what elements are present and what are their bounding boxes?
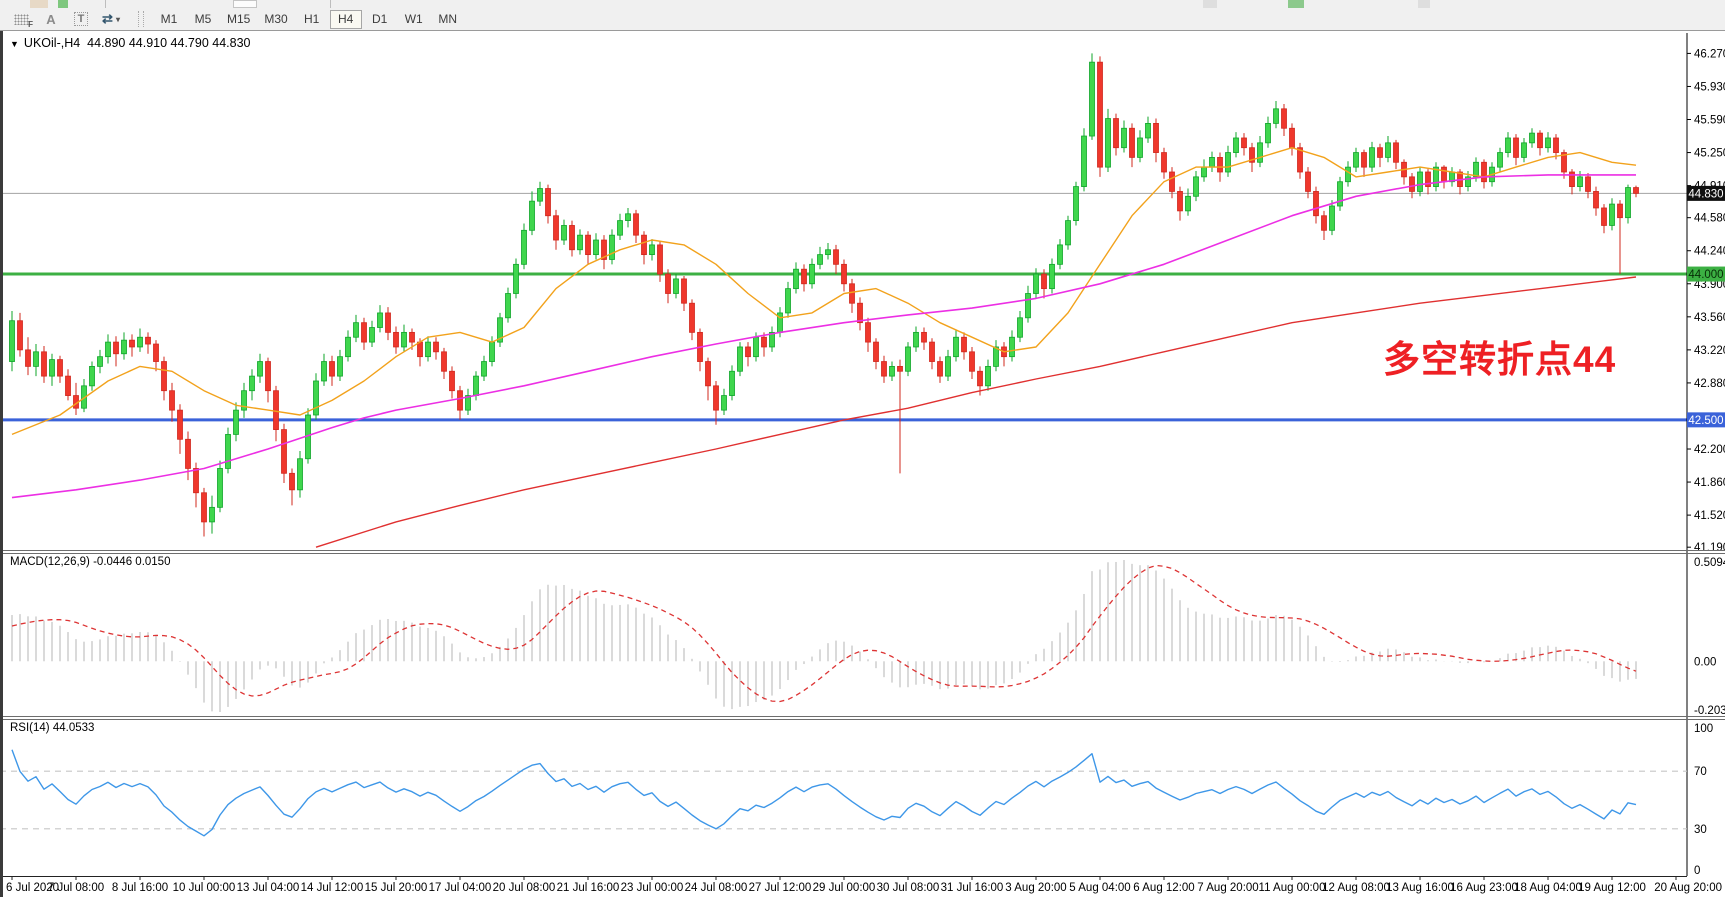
svg-text:18 Aug 04:00: 18 Aug 04:00 [1514,882,1582,894]
svg-text:0: 0 [1694,865,1700,877]
toolbar-fragment [1288,0,1304,8]
svg-text:14 Jul 12:00: 14 Jul 12:00 [301,882,364,894]
svg-text:23 Jul 00:00: 23 Jul 00:00 [621,882,684,894]
svg-text:44.000: 44.000 [1688,269,1723,281]
text-label-tool-icon[interactable]: A [36,9,66,29]
svg-text:70: 70 [1694,766,1707,778]
window-left-border [0,31,3,897]
svg-text:41.190: 41.190 [1694,542,1725,554]
arrows-glyph: ⇄ [102,11,113,26]
svg-text:44.830: 44.830 [1688,188,1723,200]
timeframe-button-group: M1 M5 M15 M30 H1 H4 D1 W1 MN [152,9,465,29]
fibo-grid-tool-icon[interactable]: F [6,9,36,29]
fibo-grid-letter: F [28,20,33,29]
svg-text:11 Aug 00:00: 11 Aug 00:00 [1259,882,1326,894]
toolbar-fragment [30,0,48,8]
rsi-indicator-label: RSI(14) 44.0533 [10,722,94,734]
svg-text:27 Jul 12:00: 27 Jul 12:00 [749,882,812,894]
toolbar-fragment [105,0,106,8]
toolbar-fragment [1418,0,1430,8]
text-box-tool-icon[interactable]: T [66,9,96,29]
svg-text:42.200: 42.200 [1694,444,1725,456]
svg-text:-0.2032: -0.2032 [1694,705,1725,717]
svg-text:7 Aug 20:00: 7 Aug 20:00 [1197,882,1258,894]
svg-text:21 Jul 16:00: 21 Jul 16:00 [557,882,620,894]
svg-text:45.250: 45.250 [1694,148,1725,160]
svg-text:20 Jul 08:00: 20 Jul 08:00 [493,882,556,894]
toolbar-separator [138,11,144,27]
toolbar-fragment [330,0,331,8]
svg-text:8 Jul 16:00: 8 Jul 16:00 [112,882,168,894]
timeframe-d1-button[interactable]: D1 [364,10,396,29]
rsi-value: 44.0533 [52,722,95,734]
toolbar-fragment [233,0,257,8]
svg-text:17 Jul 04:00: 17 Jul 04:00 [429,882,492,894]
svg-text:20 Aug 20:00: 20 Aug 20:00 [1654,882,1722,894]
svg-text:30 Jul 08:00: 30 Jul 08:00 [877,882,940,894]
svg-text:31 Jul 16:00: 31 Jul 16:00 [941,882,1004,894]
svg-text:0.5094: 0.5094 [1694,557,1725,569]
svg-text:44.240: 44.240 [1694,246,1725,258]
svg-text:42.880: 42.880 [1694,378,1725,390]
timeframe-mn-button[interactable]: MN [432,10,464,29]
symbol-dropdown-icon[interactable]: ▼ [10,39,19,49]
dotted-grid-glyph [13,13,29,25]
ohlc-values: 44.890 44.910 44.790 44.830 [87,36,251,50]
macd-values: -0.0446 0.0150 [93,556,171,568]
svg-text:24 Jul 08:00: 24 Jul 08:00 [685,882,748,894]
svg-text:43.560: 43.560 [1694,312,1725,324]
timeframe-w1-button[interactable]: W1 [398,10,430,29]
timeframe-m1-button[interactable]: M1 [153,10,185,29]
svg-text:100: 100 [1694,723,1713,735]
svg-text:6 Aug 12:00: 6 Aug 12:00 [1133,882,1194,894]
svg-text:43.220: 43.220 [1694,345,1725,357]
timeframe-h4-button[interactable]: H4 [329,9,362,29]
chart-toolbar: F A T ⇄ ▾ M1 M5 M15 M30 H1 H4 D1 W1 MN [0,8,1725,31]
timeframe-h1-button[interactable]: H1 [296,10,328,29]
timeframe-m30-button[interactable]: M30 [258,10,293,29]
timeframe-m5-button[interactable]: M5 [187,10,219,29]
svg-text:46.270: 46.270 [1694,48,1725,60]
chevron-down-icon: ▾ [115,14,120,24]
svg-text:12 Aug 08:00: 12 Aug 08:00 [1322,882,1390,894]
trend-annotation-text: 多空转折点44 [1383,339,1617,380]
chart-title: ▼ UKOil-,H4 44.890 44.910 44.790 44.830 [10,36,251,50]
svg-text:45.930: 45.930 [1694,81,1725,93]
svg-text:43.900: 43.900 [1694,279,1725,291]
svg-text:29 Jul 00:00: 29 Jul 00:00 [813,882,876,894]
svg-text:5 Aug 04:00: 5 Aug 04:00 [1069,882,1130,894]
toolbar-fragment [58,0,68,8]
toolbar-fragment [1203,0,1217,8]
svg-text:44.580: 44.580 [1694,213,1725,225]
svg-text:7 Jul 08:00: 7 Jul 08:00 [48,882,104,894]
macd-name: MACD(12,26,9) [10,556,90,568]
svg-text:42.500: 42.500 [1688,415,1723,427]
letter-a-glyph: A [46,11,56,27]
svg-text:41.520: 41.520 [1694,510,1725,522]
svg-text:15 Jul 20:00: 15 Jul 20:00 [365,882,428,894]
cycle-arrows-tool-icon[interactable]: ⇄ ▾ [96,9,126,29]
svg-text:0.00: 0.00 [1694,656,1716,668]
svg-text:13 Aug 16:00: 13 Aug 16:00 [1386,882,1454,894]
svg-text:16 Aug 23:00: 16 Aug 23:00 [1450,882,1518,894]
svg-text:3 Aug 20:00: 3 Aug 20:00 [1005,882,1066,894]
svg-text:6 Jul 2020: 6 Jul 2020 [6,882,59,894]
svg-text:10 Jul 00:00: 10 Jul 00:00 [173,882,236,894]
svg-text:45.590: 45.590 [1694,115,1725,127]
svg-text:41.860: 41.860 [1694,477,1725,489]
symbol-label: UKOil-,H4 [23,36,81,50]
timeframe-m15-button[interactable]: M15 [221,10,256,29]
svg-text:30: 30 [1694,824,1707,836]
rsi-name: RSI(14) [10,722,50,734]
letter-t-glyph: T [73,12,89,26]
svg-text:13 Jul 04:00: 13 Jul 04:00 [237,882,300,894]
svg-text:19 Aug 12:00: 19 Aug 12:00 [1578,882,1646,894]
macd-indicator-label: MACD(12,26,9) -0.0446 0.0150 [10,556,170,568]
